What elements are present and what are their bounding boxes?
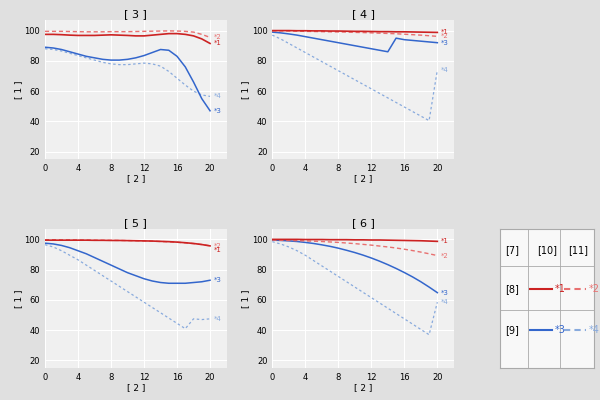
Text: *1: *1 [214, 246, 221, 252]
Text: [7]: [7] [505, 246, 519, 256]
Y-axis label: [ 1 ]: [ 1 ] [241, 289, 250, 308]
Text: *2: *2 [440, 252, 448, 258]
Title: [ 3 ]: [ 3 ] [124, 9, 147, 19]
Text: *2: *2 [440, 33, 448, 39]
X-axis label: [ 2 ]: [ 2 ] [354, 174, 372, 184]
Title: [ 5 ]: [ 5 ] [124, 218, 147, 228]
Text: *1: *1 [440, 30, 449, 36]
Text: [10]: [10] [538, 246, 557, 256]
Text: *1: *1 [440, 238, 449, 244]
X-axis label: [ 2 ]: [ 2 ] [354, 383, 372, 392]
Text: *4: *4 [440, 299, 448, 305]
Title: [ 4 ]: [ 4 ] [352, 9, 374, 19]
Text: *1: *1 [554, 284, 565, 294]
Y-axis label: [ 1 ]: [ 1 ] [14, 80, 23, 99]
Text: [11]: [11] [569, 246, 589, 256]
Text: *4: *4 [214, 316, 221, 322]
Text: *3: *3 [214, 108, 221, 114]
Text: *3: *3 [440, 290, 449, 296]
Text: [8]: [8] [505, 284, 519, 294]
X-axis label: [ 2 ]: [ 2 ] [127, 174, 145, 184]
Title: [ 6 ]: [ 6 ] [352, 218, 374, 228]
X-axis label: [ 2 ]: [ 2 ] [127, 383, 145, 392]
Text: *2: *2 [214, 243, 221, 249]
Text: [9]: [9] [505, 326, 519, 336]
Text: *3: *3 [440, 40, 449, 46]
Text: *4: *4 [214, 94, 221, 100]
Text: *3: *3 [214, 277, 221, 283]
Text: *2: *2 [589, 284, 599, 294]
Text: *4: *4 [589, 326, 599, 336]
Text: *3: *3 [554, 326, 565, 336]
Text: *4: *4 [440, 67, 448, 73]
Text: *2: *2 [214, 34, 221, 40]
Y-axis label: [ 1 ]: [ 1 ] [241, 80, 250, 99]
Y-axis label: [ 1 ]: [ 1 ] [14, 289, 23, 308]
Text: *1: *1 [214, 40, 221, 46]
